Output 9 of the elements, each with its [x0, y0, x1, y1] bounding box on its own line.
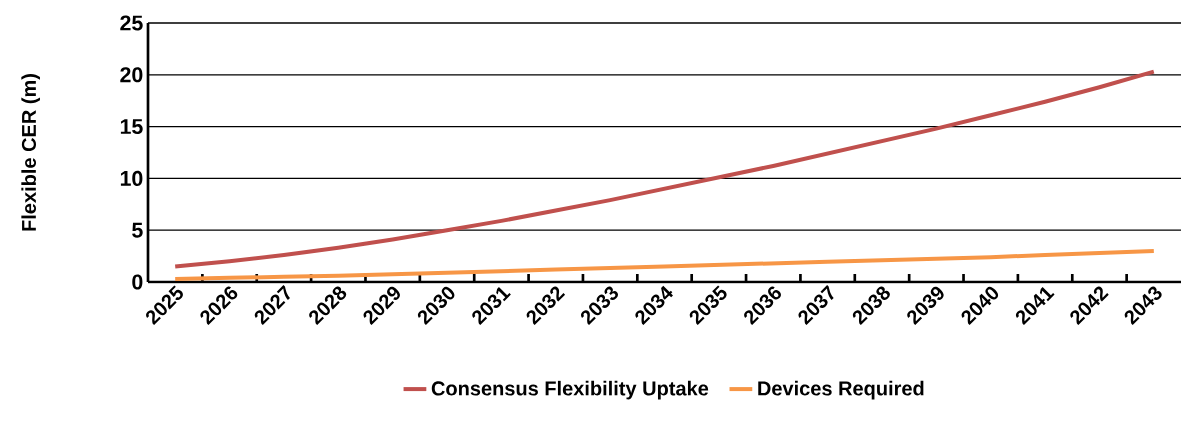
y-axis-title: Flexible CER (m)	[21, 74, 40, 231]
y-tick-label: 5	[132, 222, 143, 238]
y-tick-label: 0	[132, 274, 143, 290]
legend-label: Consensus Flexibility Uptake	[431, 380, 709, 400]
y-tick-label: 15	[120, 119, 143, 135]
legend-label: Devices Required	[758, 380, 924, 400]
y-tick-label: 10	[120, 170, 143, 186]
y-tick-label: 20	[120, 67, 143, 83]
y-tick-label: 25	[120, 15, 143, 31]
